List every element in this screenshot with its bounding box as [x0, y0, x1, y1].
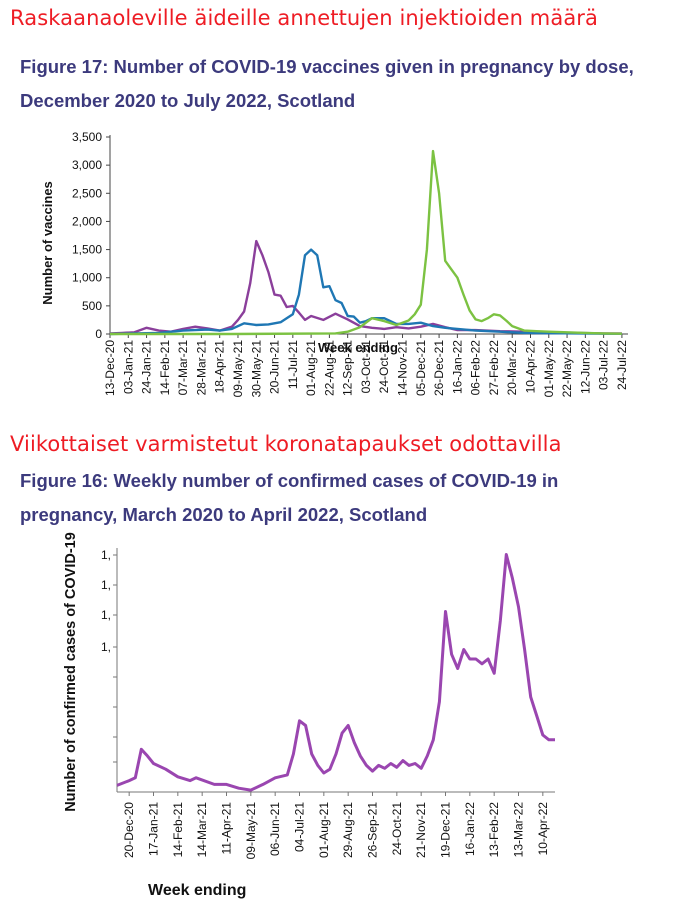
x-tick-label: 01-May-22	[542, 340, 556, 398]
series-line-3	[110, 149, 622, 336]
x-tick-label: 19-Dec-21	[439, 802, 453, 858]
x-tick-label: 09-May-21	[244, 802, 258, 860]
x-tick-label: 27-Feb-22	[487, 340, 501, 396]
y-tick-label: 500	[82, 299, 102, 313]
y-tick-label: 1,000	[72, 271, 102, 285]
x-tick-label: 05-Dec-21	[414, 340, 428, 396]
x-tick-label: 24-Jul-22	[615, 340, 629, 390]
series-line-1	[116, 553, 555, 792]
x-tick-label: 03-Jan-21	[121, 340, 135, 394]
x-tick-label: 13-Mar-22	[512, 802, 526, 858]
x-tick-label: 04-Jul-21	[293, 802, 307, 852]
x-tick-label: 11-Jul-21	[286, 340, 300, 389]
x-tick-label: 07-Mar-21	[176, 340, 190, 396]
x-tick-label: 29-Aug-21	[341, 802, 355, 858]
x-tick-label: 26-Sep-21	[366, 802, 380, 858]
x-tick-label: 06-Jun-21	[268, 802, 282, 856]
x-tick-label: 06-Feb-22	[469, 340, 483, 396]
figure-16-title: Figure 16: Weekly number of confirmed ca…	[20, 470, 559, 525]
x-axis-title: Week ending	[148, 882, 246, 899]
x-tick-label: 30-May-21	[249, 340, 263, 398]
x-tick-label: 10-Apr-22	[536, 802, 550, 856]
x-tick-label: 17-Jan-21	[147, 802, 161, 856]
y-tick-label: 1,500	[72, 243, 102, 257]
x-tick-label: 13-Dec-20	[103, 340, 117, 396]
x-tick-label: 10-Apr-22	[523, 340, 537, 394]
x-tick-label: 24-Jan-21	[140, 340, 154, 394]
x-tick-label: 20-Jun-21	[268, 340, 282, 394]
y-tick-label: 1,	[101, 640, 111, 654]
x-tick-label: 14-Nov-21	[396, 340, 410, 396]
y-tick-label: 0	[95, 327, 102, 341]
y-tick-label: 1,	[101, 608, 111, 622]
x-tick-label: 12-Sep-21	[341, 340, 355, 396]
x-tick-label: 26-Dec-21	[432, 340, 446, 396]
x-tick-label: 18-Apr-21	[213, 340, 227, 394]
x-axis-title: Week ending	[318, 340, 398, 355]
x-tick-label: 16-Jan-22	[463, 802, 477, 856]
x-tick-label: 24-Oct-21	[390, 802, 404, 856]
y-tick-label: 3,500	[72, 130, 102, 144]
x-tick-label: 01-Aug-21	[317, 802, 331, 858]
middle-heading: Viikottaiset varmistetut koronatapaukset…	[10, 432, 562, 456]
y-tick-label: 2,500	[72, 186, 102, 200]
x-tick-label: 28-Mar-21	[194, 340, 208, 396]
x-tick-label: 11-Apr-21	[220, 802, 234, 855]
y-tick-label: 3,000	[72, 158, 102, 172]
y-tick-label: 1,	[101, 548, 111, 562]
x-tick-label: 22-Aug-21	[322, 340, 336, 396]
x-tick-label: 20-Dec-20	[122, 802, 136, 858]
series-line-2	[109, 248, 622, 336]
x-tick-label: 13-Feb-22	[487, 802, 501, 858]
x-tick-label: 16-Jan-22	[450, 340, 464, 394]
x-tick-label: 03-Jul-22	[597, 340, 611, 390]
x-tick-label: 14-Feb-21	[158, 340, 172, 396]
y-axis-title: Number of vaccines	[40, 181, 55, 305]
top-heading: Raskaanaoleville äideille annettujen inj…	[10, 6, 598, 30]
vaccines-line-chart: 0 500 1,000 1,500 2,000 2,500 3,000 3,500 13-Dec…	[40, 130, 629, 398]
x-tick-label: 24-Oct-21	[377, 340, 391, 394]
x-tick-label: 14-Mar-21	[195, 802, 209, 858]
x-tick-label: 22-May-22	[560, 340, 574, 398]
x-tick-label: 12-Jun-22	[578, 340, 592, 394]
x-tick-label: 09-May-21	[231, 340, 245, 398]
y-axis-title: Number of confirmed cases of COVID-19	[63, 532, 79, 812]
y-tick-label: 2,000	[72, 214, 102, 228]
x-tick-label: 21-Nov-21	[414, 802, 428, 858]
x-tick-label: 14-Feb-21	[171, 802, 185, 858]
x-tick-label: 01-Aug-21	[304, 340, 318, 396]
y-tick-label: 1,	[101, 578, 111, 592]
x-tick-label: 20-Mar-22	[505, 340, 519, 396]
figure-17-title: Figure 17: Number of COVID-19 vaccines g…	[20, 56, 634, 111]
x-tick-label: 03-Oct-21	[359, 340, 373, 394]
